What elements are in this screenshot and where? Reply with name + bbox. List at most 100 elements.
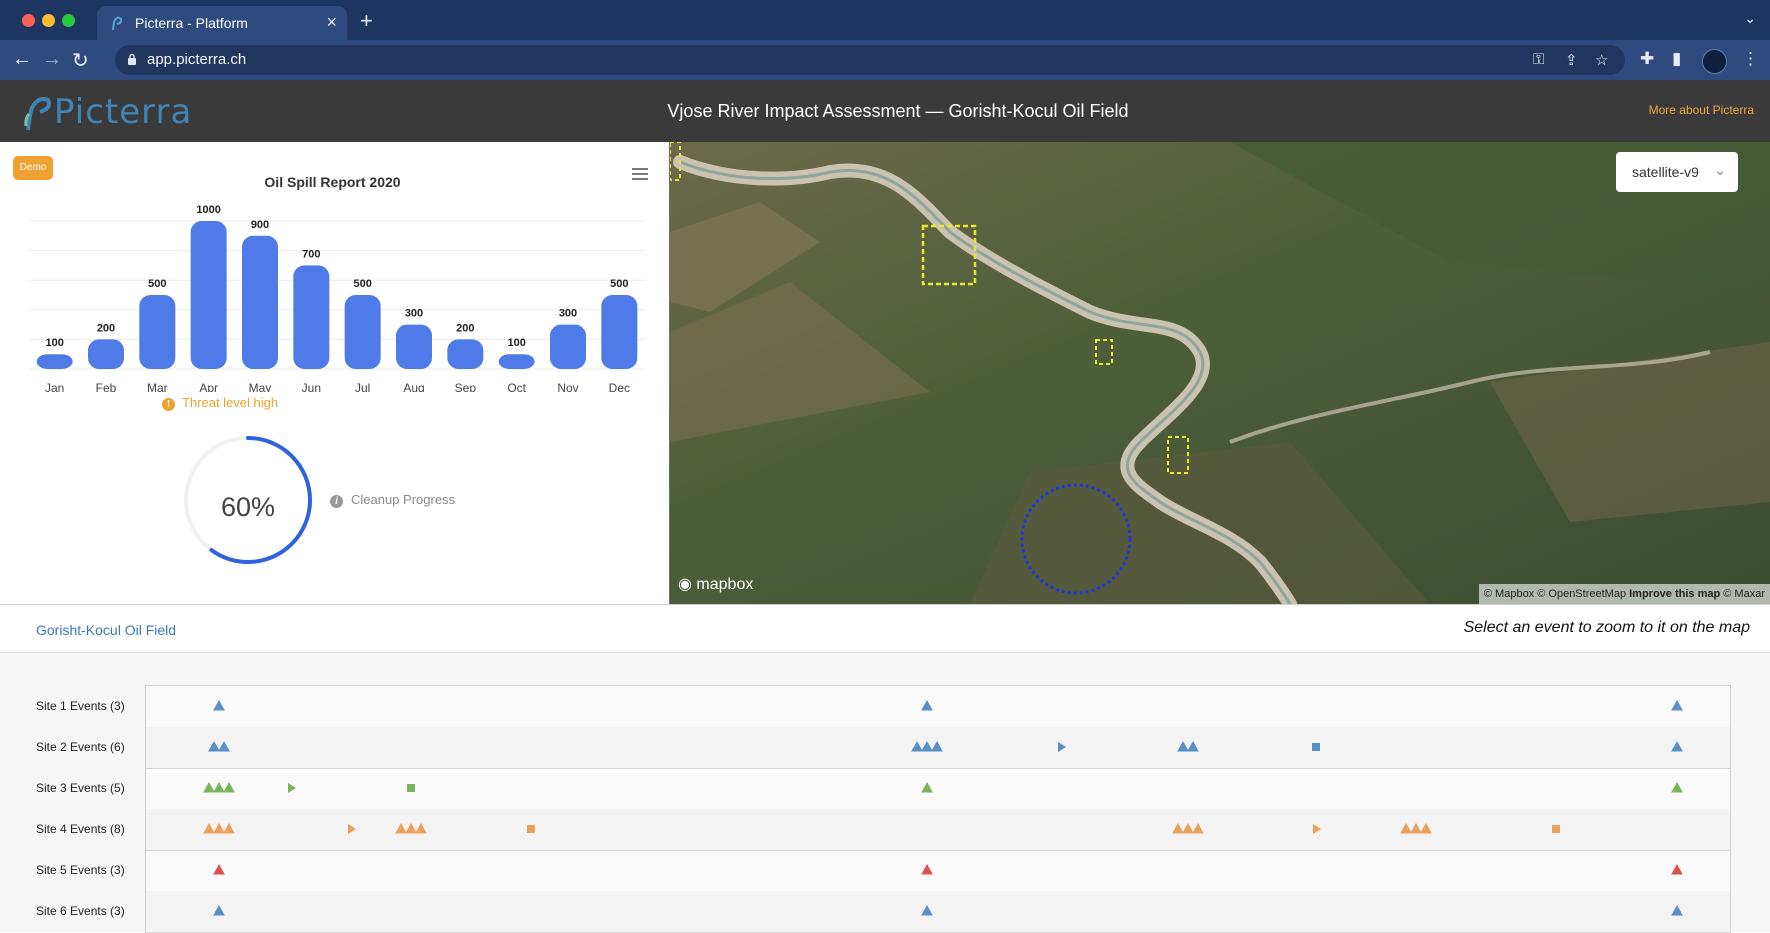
timeline-event-marker[interactable] (1671, 904, 1683, 916)
url-input[interactable]: app.picterra.ch ⚿ ⇪ ☆ (115, 45, 1625, 75)
cleanup-progress-caption: i Cleanup Progress (330, 492, 455, 508)
attribution-text[interactable]: © Mapbox © OpenStreetMap (1483, 588, 1627, 600)
chart-bar[interactable] (396, 324, 432, 369)
event-square-icon (527, 825, 535, 833)
event-play-icon (288, 783, 296, 793)
x-tick-label: Sep (455, 381, 477, 392)
event-triangle-icon (1420, 822, 1432, 834)
map-style-select[interactable]: satellite-v9 ⌄ (1616, 152, 1738, 192)
close-tab-icon[interactable]: × (326, 12, 337, 32)
timeline-event-marker[interactable] (1313, 824, 1321, 834)
timeline-event-marker[interactable] (203, 781, 235, 793)
timeline-event-marker[interactable] (921, 863, 933, 875)
chart-bar[interactable] (242, 235, 278, 369)
demo-badge: Demo (13, 156, 53, 180)
chart-bar[interactable] (293, 265, 330, 369)
chevron-down-icon[interactable]: ⌄ (1744, 10, 1756, 26)
timeline-event-marker[interactable] (1671, 699, 1683, 711)
improve-map-link[interactable]: Improve this map (1629, 588, 1721, 600)
timeline-event-marker[interactable] (1177, 740, 1199, 752)
site-name-link[interactable]: Gorisht-Kocul Oil Field (36, 622, 177, 638)
timeline-event-marker[interactable] (213, 904, 225, 916)
event-triangle-icon (223, 781, 235, 793)
share-icon[interactable]: ⇪ (1565, 52, 1578, 69)
timeline-events (203, 699, 1683, 916)
timeline-event-marker[interactable] (395, 822, 427, 834)
event-triangle-icon (1187, 740, 1199, 752)
x-tick-label: Apr (199, 381, 218, 392)
chart-bar[interactable] (498, 354, 535, 369)
attribution-maxar[interactable]: © Maxar (1723, 588, 1765, 600)
map-attribution: © Mapbox © OpenStreetMap Improve this ma… (1478, 584, 1770, 604)
timeline-event-marker[interactable] (921, 699, 933, 711)
more-about-link[interactable]: More about Picterra (1648, 103, 1754, 117)
chart-bar[interactable] (88, 339, 124, 369)
back-icon[interactable]: ← (12, 48, 32, 70)
mapbox-logo[interactable]: ◉ mapbox (678, 574, 753, 594)
cleanup-progress-gauge (184, 436, 312, 564)
event-triangle-icon (921, 740, 933, 752)
timeline-event-marker[interactable] (213, 699, 225, 711)
timeline-event-marker[interactable] (1671, 740, 1683, 752)
page-title: Vjose River Impact Assessment — Gorisht-… (667, 101, 1129, 121)
timeline-event-marker[interactable] (1671, 781, 1683, 793)
chart-menu-icon[interactable] (632, 168, 648, 183)
chart-bar[interactable] (190, 221, 227, 369)
x-tick-label: Feb (96, 381, 117, 392)
event-triangle-icon (921, 904, 933, 916)
timeline-event-marker[interactable] (348, 824, 356, 834)
browser-tab[interactable]: Picterra - Platform × (97, 6, 347, 40)
cleanup-text: Cleanup Progress (351, 492, 456, 507)
chart-bar[interactable] (550, 324, 586, 369)
minimize-window-button[interactable] (42, 14, 55, 27)
timeline-event-marker[interactable] (1552, 825, 1560, 833)
forward-icon[interactable]: → (42, 48, 62, 70)
app-header: Picterra Vjose River Impact Assessment —… (0, 80, 1770, 142)
x-tick-label: Nov (557, 381, 578, 392)
key-icon[interactable]: ⚿ (1533, 51, 1545, 68)
timeline-event-marker[interactable] (1172, 822, 1204, 834)
event-triangle-icon (395, 822, 407, 834)
timeline-event-marker[interactable] (1058, 742, 1066, 752)
bookmark-star-icon[interactable]: ☆ (1595, 52, 1609, 69)
address-bar: ← → ↻ app.picterra.ch ⚿ ⇪ ☆ ✚ ▮ ⋮ (0, 40, 1770, 80)
timeline-event-marker[interactable] (407, 784, 415, 792)
extensions-puzzle-icon[interactable]: ✚ (1640, 49, 1655, 68)
timeline-event-marker[interactable] (1312, 743, 1320, 751)
timeline-event-marker[interactable] (527, 825, 535, 833)
timeline-event-marker[interactable] (213, 863, 225, 875)
bar-data-label: 100 (507, 337, 525, 349)
timeline-event-marker[interactable] (208, 740, 230, 752)
bar-data-label: 100 (45, 337, 63, 349)
maximize-window-button[interactable] (62, 14, 75, 27)
timeline-event-marker[interactable] (921, 904, 933, 916)
chart-bar[interactable] (447, 339, 484, 369)
browser-menu-icon[interactable]: ⋮ (1742, 49, 1759, 68)
event-triangle-icon (931, 740, 943, 752)
timeline-row-label: Site 1 Events (3) (36, 699, 125, 713)
map-style-value: satellite-v9 (1632, 164, 1699, 180)
chart-bar[interactable] (139, 295, 176, 369)
chart-bar[interactable] (601, 295, 638, 369)
event-triangle-icon (1192, 822, 1204, 834)
chart-bar[interactable] (344, 295, 381, 369)
profile-avatar[interactable] (1702, 49, 1727, 74)
chart-bar[interactable] (36, 354, 73, 369)
event-triangle-icon (1671, 699, 1683, 711)
chevron-down-icon: ⌄ (1714, 162, 1726, 178)
new-tab-icon[interactable]: + (360, 8, 373, 33)
timeline-event-marker[interactable] (288, 783, 296, 793)
satellite-map[interactable]: satellite-v9 ⌄ ◉ mapbox © Mapbox © OpenS… (670, 142, 1770, 604)
timeline-event-marker[interactable] (203, 822, 235, 834)
timeline-event-marker[interactable] (911, 740, 943, 752)
reload-icon[interactable]: ↻ (72, 50, 89, 72)
timeline-row (146, 809, 1730, 851)
close-window-button[interactable] (22, 14, 35, 27)
side-panel-icon[interactable]: ▮ (1672, 49, 1682, 68)
event-triangle-icon (213, 904, 225, 916)
timeline-event-marker[interactable] (1400, 822, 1432, 834)
event-timeline (145, 685, 1731, 933)
event-triangle-icon (203, 822, 215, 834)
timeline-event-marker[interactable] (1671, 863, 1683, 875)
timeline-event-marker[interactable] (921, 781, 933, 793)
